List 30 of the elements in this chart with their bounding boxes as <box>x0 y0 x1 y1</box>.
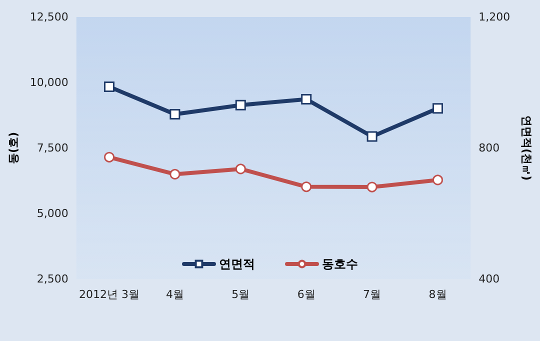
legend-label: 동호수 <box>322 257 358 271</box>
x-tick-label: 5월 <box>232 288 250 301</box>
y2-tick-label: 400 <box>478 272 500 286</box>
legend-label: 연면적 <box>219 257 255 271</box>
y-tick-label: 2,500 <box>36 272 68 286</box>
y2-tick-label: 800 <box>478 142 500 154</box>
y-tick-label: 12,500 <box>30 10 68 24</box>
point <box>366 131 378 142</box>
y-axis-title: 동(호) <box>7 132 20 164</box>
point <box>104 152 114 162</box>
y-tick-label: 5,000 <box>36 207 68 220</box>
point <box>432 174 444 186</box>
x-tick-label: 6월 <box>297 288 316 301</box>
point <box>170 168 180 180</box>
point <box>170 109 180 120</box>
point <box>235 164 246 174</box>
y2-axis-title: 연면적(천㎡) <box>520 115 533 181</box>
point <box>432 103 444 114</box>
y2-tick-label: 1,200 <box>478 10 510 24</box>
x-tick-label: 8월 <box>428 288 447 301</box>
point <box>301 94 312 104</box>
point <box>366 182 378 192</box>
x-tick-label: 4월 <box>166 288 184 301</box>
y-tick-label: 10,000 <box>30 76 68 89</box>
y-tick-label: 7,500 <box>36 142 68 154</box>
x-tick-label: 2012년 3월 <box>78 288 140 301</box>
point <box>235 100 246 110</box>
point <box>301 182 312 192</box>
x-tick-label: 7월 <box>363 288 382 301</box>
point <box>104 82 114 92</box>
